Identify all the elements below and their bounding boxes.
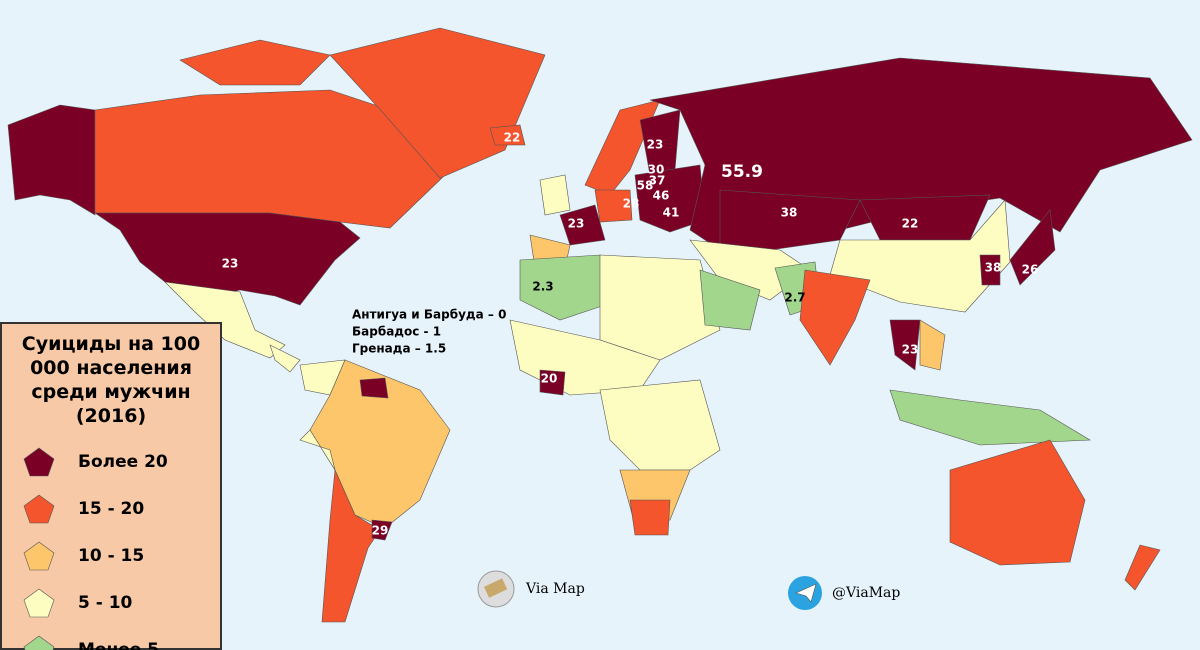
map-label: 29 bbox=[372, 524, 389, 538]
map-label: 20 bbox=[541, 372, 558, 386]
country bbox=[1009, 209, 1056, 286]
map-label: 22 bbox=[902, 217, 919, 231]
country bbox=[699, 269, 761, 331]
map-label: 30 bbox=[648, 163, 665, 177]
country bbox=[634, 164, 706, 233]
map-label: 23 bbox=[902, 343, 919, 357]
country bbox=[594, 189, 633, 223]
map-label: 23 bbox=[647, 138, 664, 152]
credit-icon bbox=[477, 570, 822, 610]
country bbox=[94, 212, 361, 306]
map-label: 41 bbox=[663, 206, 680, 220]
country bbox=[539, 174, 571, 216]
legend-swatch bbox=[23, 541, 55, 570]
legend-swatch bbox=[23, 635, 55, 650]
credit: @ViaMap bbox=[832, 585, 900, 601]
legend-item: Более 20 bbox=[2, 438, 220, 485]
legend-label: Более 20 bbox=[78, 451, 168, 472]
legend-item: 10 - 15 bbox=[2, 532, 220, 579]
swatch bbox=[23, 494, 55, 523]
map-label: 38 bbox=[781, 206, 798, 220]
swatch bbox=[23, 447, 55, 476]
map-label: 38 bbox=[985, 261, 1002, 275]
legend-swatch bbox=[23, 447, 55, 476]
map-label: 2.3 bbox=[532, 280, 553, 294]
legend-label: 15 - 20 bbox=[78, 498, 145, 519]
country bbox=[299, 429, 336, 471]
map-label: 28 bbox=[623, 197, 640, 211]
country bbox=[719, 189, 861, 251]
annotation: Барбадос - 1 bbox=[352, 325, 441, 339]
country bbox=[599, 379, 721, 471]
map-label: 58 bbox=[637, 179, 654, 193]
legend-item: 15 - 20 bbox=[2, 485, 220, 532]
legend-item: Менее 5 bbox=[2, 626, 220, 650]
legend-swatch bbox=[23, 494, 55, 523]
map-label: 26 bbox=[1022, 263, 1039, 277]
swatch bbox=[23, 541, 55, 570]
country bbox=[599, 254, 721, 361]
country bbox=[889, 319, 921, 371]
country bbox=[359, 377, 389, 399]
legend-item: 5 - 10 bbox=[2, 579, 220, 626]
map-label: 55.9 bbox=[721, 162, 763, 182]
country bbox=[979, 254, 1001, 286]
map-label: 23 bbox=[568, 217, 585, 231]
country bbox=[799, 269, 871, 366]
map-label: 22 bbox=[504, 131, 521, 145]
legend-title: Суициды на 100 000 населения среди мужчи… bbox=[21, 333, 201, 427]
country bbox=[371, 519, 393, 541]
country bbox=[539, 369, 566, 396]
country bbox=[859, 194, 991, 241]
legend-label: 5 - 10 bbox=[78, 592, 133, 613]
country bbox=[269, 344, 301, 373]
country bbox=[179, 39, 331, 86]
country bbox=[629, 499, 671, 536]
annotation: Гренада – 1.5 bbox=[352, 342, 446, 356]
country bbox=[329, 27, 546, 179]
swatch bbox=[23, 588, 55, 617]
country bbox=[519, 254, 621, 321]
swatch bbox=[23, 635, 55, 650]
legend-swatch bbox=[23, 588, 55, 617]
map-label: 37 bbox=[649, 174, 666, 188]
map-label: 46 bbox=[653, 189, 670, 203]
credit: Via Map bbox=[525, 581, 585, 597]
country bbox=[1124, 544, 1161, 591]
map-label: 2.7 bbox=[784, 291, 805, 305]
country bbox=[7, 104, 96, 216]
country bbox=[919, 319, 946, 371]
country bbox=[321, 468, 381, 623]
country bbox=[949, 439, 1086, 566]
country bbox=[559, 204, 606, 246]
annotation: Антигуа и Барбуда – 0 bbox=[352, 308, 506, 322]
legend: Суициды на 100 000 населения среди мужчи… bbox=[0, 322, 222, 650]
legend-label: 10 - 15 bbox=[78, 545, 145, 566]
country bbox=[489, 124, 526, 146]
map-label: 23 bbox=[222, 257, 239, 271]
legend-label: Менее 5 bbox=[78, 639, 159, 650]
country bbox=[889, 389, 1092, 446]
